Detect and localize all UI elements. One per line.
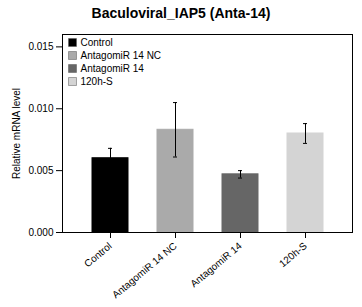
svg-text:0.010: 0.010: [28, 103, 53, 114]
svg-text:0.015: 0.015: [28, 41, 53, 52]
html-text:Baculoviral_IAP5 (Anta-14): Baculoviral_IAP5 (Anta-14): [91, 5, 271, 21]
svg-text:Control: Control: [82, 240, 114, 269]
svg-text:120h-S: 120h-S: [277, 240, 309, 269]
svg-text:AntagomiR 14: AntagomiR 14: [188, 240, 244, 289]
svg-text:Control: Control: [81, 37, 113, 48]
svg-text:AntagomiR 14: AntagomiR 14: [81, 63, 145, 74]
svg-text:0.000: 0.000: [28, 227, 53, 238]
svg-text:AntagomiR 14 NC: AntagomiR 14 NC: [110, 240, 179, 300]
svg-text:AntagomiR 14 NC: AntagomiR 14 NC: [81, 50, 162, 61]
svg-text:0.005: 0.005: [28, 165, 53, 176]
svg-text:120h-S: 120h-S: [81, 76, 114, 87]
svg-text:Relative mRNA level: Relative mRNA level: [11, 88, 22, 179]
